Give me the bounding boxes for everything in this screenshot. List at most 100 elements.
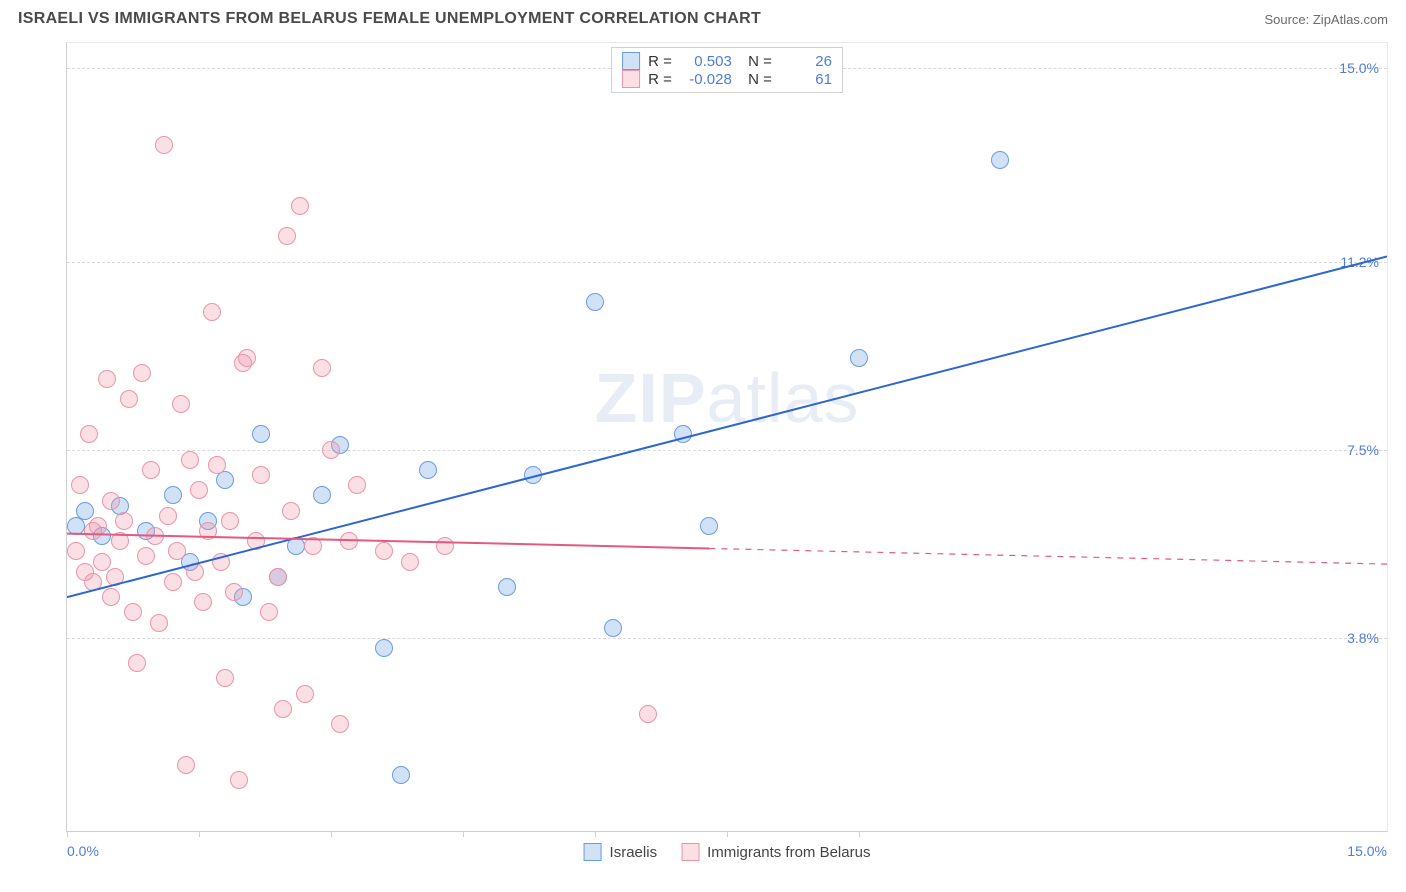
scatter-plot: ZIPatlas R = 0.503 N = 26 R = -0.028 N =… (66, 42, 1388, 832)
scatter-point (208, 456, 226, 474)
scatter-point (102, 588, 120, 606)
scatter-point (150, 614, 168, 632)
scatter-point (524, 466, 542, 484)
scatter-point (212, 553, 230, 571)
scatter-point (313, 486, 331, 504)
scatter-point (260, 603, 278, 621)
scatter-point (181, 451, 199, 469)
scatter-point (991, 151, 1009, 169)
scatter-point (674, 425, 692, 443)
scatter-point (436, 537, 454, 555)
scatter-point (120, 390, 138, 408)
scatter-point (278, 227, 296, 245)
x-tick (727, 831, 728, 837)
scatter-point (172, 395, 190, 413)
scatter-point (700, 517, 718, 535)
scatter-point (291, 197, 309, 215)
scatter-point (89, 517, 107, 535)
x-min-label: 0.0% (67, 843, 99, 859)
y-tick-label: 15.0% (1339, 60, 1379, 76)
scatter-point (216, 669, 234, 687)
chart-header: ISRAELI VS IMMIGRANTS FROM BELARUS FEMAL… (0, 0, 1406, 32)
scatter-point (190, 481, 208, 499)
scatter-point (313, 359, 331, 377)
scatter-point (348, 476, 366, 494)
scatter-point (142, 461, 160, 479)
scatter-point (304, 537, 322, 555)
scatter-point (164, 573, 182, 591)
scatter-point (419, 461, 437, 479)
scatter-point (375, 542, 393, 560)
scatter-point (199, 522, 217, 540)
legend-item-belarus: Immigrants from Belarus (681, 843, 870, 861)
scatter-point (238, 349, 256, 367)
scatter-point (392, 766, 410, 784)
n-value-belarus: 61 (780, 71, 832, 88)
scatter-point (155, 136, 173, 154)
legend-row-israelis: R = 0.503 N = 26 (622, 52, 832, 70)
scatter-point (331, 715, 349, 733)
scatter-point (401, 553, 419, 571)
x-tick (199, 831, 200, 837)
y-tick-label: 11.2% (1340, 254, 1379, 270)
scatter-point (639, 705, 657, 723)
scatter-point (282, 502, 300, 520)
r-value-israelis: 0.503 (680, 53, 732, 70)
scatter-point (375, 639, 393, 657)
scatter-point (340, 532, 358, 550)
scatter-point (252, 466, 270, 484)
scatter-point (124, 603, 142, 621)
scatter-point (168, 542, 186, 560)
scatter-point (850, 349, 868, 367)
scatter-point (177, 756, 195, 774)
gridline (67, 450, 1387, 451)
x-tick (859, 831, 860, 837)
scatter-point (67, 517, 85, 535)
scatter-point (159, 507, 177, 525)
scatter-point (186, 563, 204, 581)
scatter-point (76, 502, 94, 520)
scatter-point (128, 654, 146, 672)
scatter-point (269, 568, 287, 586)
scatter-point (216, 471, 234, 489)
gridline (67, 638, 1387, 639)
scatter-point (322, 441, 340, 459)
scatter-point (287, 537, 305, 555)
scatter-point (102, 492, 120, 510)
scatter-point (115, 512, 133, 530)
scatter-point (586, 293, 604, 311)
swatch-israelis (584, 843, 602, 861)
scatter-point (225, 583, 243, 601)
legend-item-israelis: Israelis (584, 843, 658, 861)
scatter-point (164, 486, 182, 504)
scatter-point (274, 700, 292, 718)
watermark: ZIPatlas (595, 358, 860, 438)
x-tick (463, 831, 464, 837)
scatter-point (194, 593, 212, 611)
scatter-point (71, 476, 89, 494)
scatter-point (230, 771, 248, 789)
r-value-belarus: -0.028 (680, 71, 732, 88)
n-value-israelis: 26 (780, 53, 832, 70)
legend-row-belarus: R = -0.028 N = 61 (622, 70, 832, 88)
scatter-point (498, 578, 516, 596)
correlation-legend: R = 0.503 N = 26 R = -0.028 N = 61 (611, 47, 843, 93)
swatch-belarus (681, 843, 699, 861)
chart-title: ISRAELI VS IMMIGRANTS FROM BELARUS FEMAL… (18, 10, 761, 28)
scatter-point (137, 547, 155, 565)
scatter-point (221, 512, 239, 530)
scatter-point (296, 685, 314, 703)
series-legend: Israelis Immigrants from Belarus (584, 843, 871, 861)
scatter-point (106, 568, 124, 586)
x-max-label: 15.0% (1347, 843, 1387, 859)
x-tick (595, 831, 596, 837)
scatter-point (80, 425, 98, 443)
scatter-point (133, 364, 151, 382)
scatter-point (111, 532, 129, 550)
gridline (67, 262, 1387, 263)
chart-container: Female Unemployment ZIPatlas R = 0.503 N… (18, 42, 1388, 874)
x-tick (67, 831, 68, 837)
x-tick (331, 831, 332, 837)
scatter-point (252, 425, 270, 443)
scatter-point (93, 553, 111, 571)
